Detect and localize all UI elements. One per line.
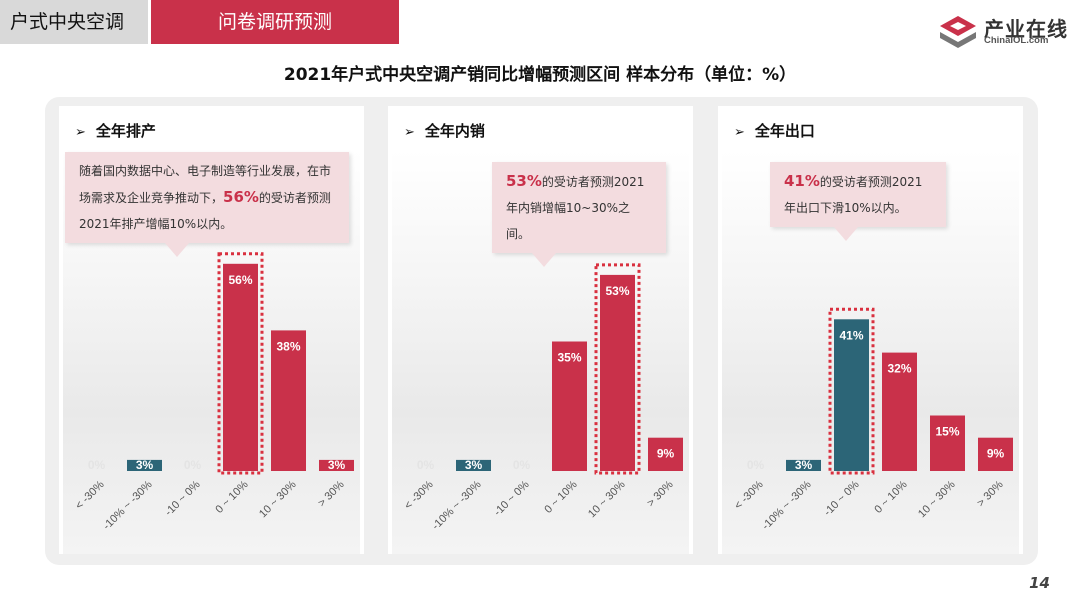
bar-3 (223, 263, 258, 471)
bar-value-label-0: 0% (417, 458, 435, 472)
category-label-1: -10% ~ -30% (760, 478, 814, 532)
bar-2 (834, 319, 869, 471)
panel-title-text: 全年出口 (754, 122, 815, 140)
bar-4 (600, 274, 635, 471)
bar-value-label-5: 9% (987, 447, 1005, 461)
bar-1 (786, 459, 821, 471)
bar-chart-domestic-sales: 0% < -30% 3% -10% ~ -30% 0% -10 ~ 0% 35% 0 ~ 10… (402, 263, 683, 532)
bar-value-label-3: 35% (557, 351, 581, 365)
page-title: 2021年户式中央空调产销同比增幅预测区间 样本分布（单位：%） (283, 65, 797, 85)
category-label-0: < -30% (73, 478, 107, 512)
bar-5 (648, 437, 683, 471)
panel-title-text: 全年内销 (424, 122, 485, 140)
callout-text-end: 的受访者预测2021年出口下滑10%以内。 (784, 175, 923, 215)
category-label-2: -10 ~ 0% (822, 478, 862, 518)
callout-text: 随着国内数据中心、电子制造等行业发展，在市场需求及企业竞争推动下， (79, 164, 332, 205)
category-label-3: 0 ~ 10% (213, 478, 250, 515)
section-tab[interactable]: 户式中央空调 (0, 0, 148, 44)
bullet-arrow-icon: ➢ (734, 125, 745, 140)
category-label-0: < -30% (402, 478, 436, 512)
panel-exports: ➢ 全年出口 0% < -30% 3% -10% ~ -30% 41% -10 ~ 0% 32… (718, 106, 1023, 554)
panel-title: ➢ 全年出口 (734, 120, 815, 141)
logo-mark-icon (940, 16, 976, 48)
bar-5 (978, 437, 1013, 471)
highlight-box (594, 263, 641, 475)
bar-4 (930, 415, 965, 471)
category-label-3: 0 ~ 10% (872, 478, 909, 515)
callout-text-end: 的受访者预测2021年排产增幅10%以内。 (79, 191, 331, 231)
category-label-2: -10 ~ 0% (163, 478, 203, 518)
category-label-5: > 30% (316, 478, 347, 509)
callout-highlight: 41% (784, 172, 820, 190)
panel-production: ➢ 全年排产 0% < -30% 3% -10% ~ -30% 0% -10 ~ 0% 56%… (59, 106, 364, 554)
bar-value-label-3: 32% (887, 362, 911, 376)
logo-name-en: ChinaIOL.com (984, 35, 1049, 46)
bar-chart-exports: 0% < -30% 3% -10% ~ -30% 41% -10 ~ 0% 32% 0 ~ 1… (732, 307, 1013, 532)
bar-1 (456, 459, 491, 471)
bar-value-label-1: 3% (136, 458, 154, 472)
category-label-2: -10 ~ 0% (492, 478, 532, 518)
panel-domestic-sales: ➢ 全年内销 0% < -30% 3% -10% ~ -30% 0% -10 ~ 0% 35%… (388, 106, 693, 554)
bullet-arrow-icon: ➢ (75, 125, 86, 140)
callout-domestic-sales: 53%的受访者预测2021年内销增幅10~30%之间。 (492, 162, 666, 267)
panel-title: ➢ 全年排产 (75, 120, 156, 141)
category-label-4: 10 ~ 30% (586, 478, 628, 520)
bar-value-label-4: 53% (605, 284, 629, 298)
logo-name-cn: 产业在线 (984, 17, 1068, 41)
category-label-1: -10% ~ -30% (430, 478, 484, 532)
highlight-box (217, 252, 264, 475)
bar-4 (271, 330, 306, 471)
bar-value-label-2: 0% (184, 458, 202, 472)
page-number: 14 (1029, 574, 1050, 592)
bar-5 (319, 459, 354, 471)
category-label-3: 0 ~ 10% (542, 478, 579, 515)
category-label-5: > 30% (645, 478, 676, 509)
bar-value-label-2: 41% (839, 328, 863, 342)
bar-value-label-4: 15% (935, 425, 959, 439)
callout-highlight: 53% (506, 172, 542, 190)
callout-text-end: 的受访者预测2021年内销增幅10~30%之间。 (506, 175, 645, 241)
bar-value-label-5: 3% (328, 458, 346, 472)
bar-value-label-1: 3% (795, 458, 813, 472)
bar-value-label-5: 9% (657, 447, 675, 461)
callout-exports: 41%的受访者预测2021年出口下滑10%以内。 (770, 162, 946, 241)
brand-logo: 产业在线 ChinaIOL.com (938, 12, 1068, 50)
bar-3 (552, 341, 587, 471)
category-label-5: > 30% (975, 478, 1006, 509)
category-label-4: 10 ~ 30% (257, 478, 299, 520)
highlight-box (828, 307, 875, 475)
bullet-arrow-icon: ➢ (404, 125, 415, 140)
category-label-0: < -30% (732, 478, 766, 512)
callout-highlight: 56% (223, 188, 259, 206)
panel-title: ➢ 全年内销 (404, 120, 485, 141)
bar-1 (127, 459, 162, 471)
bar-value-label-4: 38% (276, 339, 300, 353)
bar-value-label-1: 3% (465, 458, 483, 472)
panel-title-text: 全年排产 (95, 122, 156, 140)
bar-value-label-0: 0% (747, 458, 765, 472)
bar-value-label-0: 0% (88, 458, 106, 472)
bar-3 (882, 352, 917, 471)
callout-production: 随着国内数据中心、电子制造等行业发展，在市场需求及企业竞争推动下，56%的受访者… (65, 152, 349, 257)
bar-chart-production: 0% < -30% 3% -10% ~ -30% 0% -10 ~ 0% 56% 0 ~ 10… (73, 252, 354, 532)
bar-value-label-2: 0% (513, 458, 531, 472)
category-label-4: 10 ~ 30% (916, 478, 958, 520)
bar-value-label-3: 56% (228, 273, 252, 287)
category-label-1: -10% ~ -30% (101, 478, 155, 532)
active-tab[interactable]: 问卷调研预测 (151, 0, 399, 44)
